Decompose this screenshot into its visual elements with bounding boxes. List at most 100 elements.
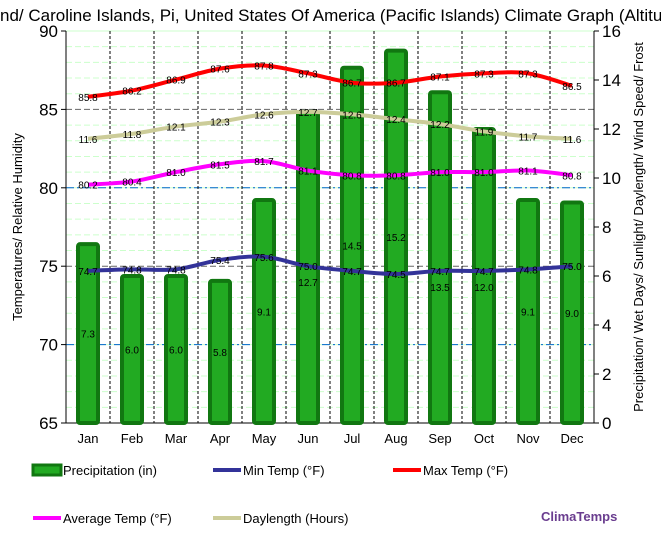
precip-bar — [384, 48, 408, 425]
y-tick-label-right: 2 — [602, 365, 611, 384]
data-label: 81.1 — [298, 167, 318, 178]
data-label: 81.0 — [474, 168, 494, 179]
data-label: 81.1 — [518, 167, 538, 178]
data-label: 11.9 — [475, 127, 494, 138]
y-tick-label-right: 14 — [602, 71, 621, 90]
data-label: 81.5 — [210, 160, 230, 171]
data-label: 11.7 — [519, 132, 538, 143]
bar-data-label: 9.1 — [521, 308, 535, 319]
data-label: 80.8 — [386, 171, 406, 182]
data-label: 86.7 — [386, 79, 406, 90]
precip-bar — [516, 198, 540, 425]
brand-logo: ClimaTemps — [541, 509, 618, 524]
data-label: 74.7 — [430, 267, 450, 278]
legend-swatch — [31, 463, 63, 477]
bar-data-label: 6.0 — [125, 346, 139, 357]
x-tick-label: May — [252, 431, 277, 446]
data-label: 12.1 — [166, 123, 186, 134]
x-tick-label: Oct — [474, 431, 495, 446]
x-tick-label: Feb — [121, 431, 143, 446]
data-label: 12.4 — [386, 115, 406, 126]
legend-label: Daylength (Hours) — [243, 511, 349, 526]
data-label: 75.0 — [298, 262, 318, 273]
bar-data-label: 14.5 — [342, 241, 362, 252]
data-label: 80.8 — [562, 171, 582, 182]
data-label: 74.8 — [518, 265, 538, 276]
series-line-daylength — [87, 109, 573, 141]
data-label: 87.3 — [518, 69, 538, 80]
data-label: 12.2 — [430, 120, 450, 131]
data-label: 12.6 — [254, 110, 274, 121]
x-tick-label: Jun — [298, 431, 319, 446]
precip-bar — [340, 65, 364, 425]
data-label: 12.6 — [342, 110, 362, 121]
data-label: 86.9 — [166, 76, 186, 87]
data-label: 87.3 — [298, 69, 318, 80]
y-tick-label-right: 4 — [602, 316, 611, 335]
y-tick-label-left: 85 — [39, 100, 58, 119]
data-label: 81.0 — [430, 168, 450, 179]
series-line-min — [87, 254, 573, 277]
data-label: 74.7 — [78, 267, 98, 278]
x-tick-label: Jan — [78, 431, 99, 446]
data-label: 11.8 — [123, 130, 142, 141]
data-label: 86.5 — [562, 82, 582, 93]
x-tick-label: Dec — [560, 431, 584, 446]
data-label: 75.0 — [562, 262, 582, 273]
data-label: 85.8 — [78, 93, 98, 104]
y-tick-label-left: 65 — [39, 414, 58, 433]
data-label: 12.7 — [298, 108, 318, 119]
precip-bar — [560, 200, 584, 425]
y-tick-label-left: 80 — [39, 179, 58, 198]
data-label: 11.6 — [79, 135, 98, 146]
data-label: 81.0 — [166, 168, 186, 179]
precip-bar — [428, 90, 452, 425]
y-tick-label-left: 75 — [39, 257, 58, 276]
data-label: 87.8 — [254, 61, 274, 72]
data-label: 74.5 — [386, 270, 406, 281]
data-label: 87.1 — [430, 72, 450, 83]
bar-data-label: 9.0 — [565, 309, 579, 320]
data-label: 86.7 — [342, 79, 362, 90]
data-label: 86.2 — [122, 87, 142, 98]
y-tick-label-right: 12 — [602, 120, 621, 139]
data-label: 87.3 — [474, 69, 494, 80]
y-axis-label-right: Precipitation/ Wet Days/ Sunlight/ Dayle… — [631, 42, 646, 412]
y-tick-label-left: 70 — [39, 336, 58, 355]
y-tick-label-left: 90 — [39, 22, 58, 41]
bar-data-label: 7.3 — [81, 330, 95, 341]
precip-bar — [120, 274, 144, 425]
data-label: 87.6 — [210, 65, 230, 76]
series-line-average — [87, 158, 573, 187]
x-tick-label: Aug — [384, 431, 407, 446]
x-tick-label: Jul — [344, 431, 361, 446]
legend-label: Max Temp (°F) — [423, 463, 508, 478]
bar-data-label: 13.5 — [430, 283, 450, 294]
y-tick-label-right: 10 — [602, 169, 621, 188]
precip-bar — [208, 278, 232, 425]
legend-label: Min Temp (°F) — [243, 463, 325, 478]
data-label: 80.2 — [78, 181, 98, 192]
bar-data-label: 5.8 — [213, 348, 227, 359]
data-label: 75.6 — [254, 253, 274, 264]
y-tick-label-right: 8 — [602, 218, 611, 237]
chart-title: nd/ Caroline Islands, Pi, United States … — [0, 6, 661, 25]
precip-bar — [76, 242, 100, 425]
data-label: 12.3 — [210, 118, 230, 129]
y-tick-label-right: 0 — [602, 414, 611, 433]
x-tick-label: Nov — [516, 431, 540, 446]
bar-data-label: 12.7 — [298, 278, 318, 289]
data-label: 74.8 — [166, 265, 186, 276]
y-tick-label-right: 6 — [602, 267, 611, 286]
data-label: 74.7 — [342, 267, 362, 278]
y-tick-label-right: 16 — [602, 22, 621, 41]
precip-bar — [164, 274, 188, 425]
precip-bar — [472, 127, 496, 425]
data-label: 11.6 — [563, 135, 582, 146]
data-label: 74.8 — [122, 265, 142, 276]
data-label: 80.4 — [122, 178, 142, 189]
x-tick-label: Sep — [428, 431, 451, 446]
x-tick-label: Mar — [165, 431, 188, 446]
